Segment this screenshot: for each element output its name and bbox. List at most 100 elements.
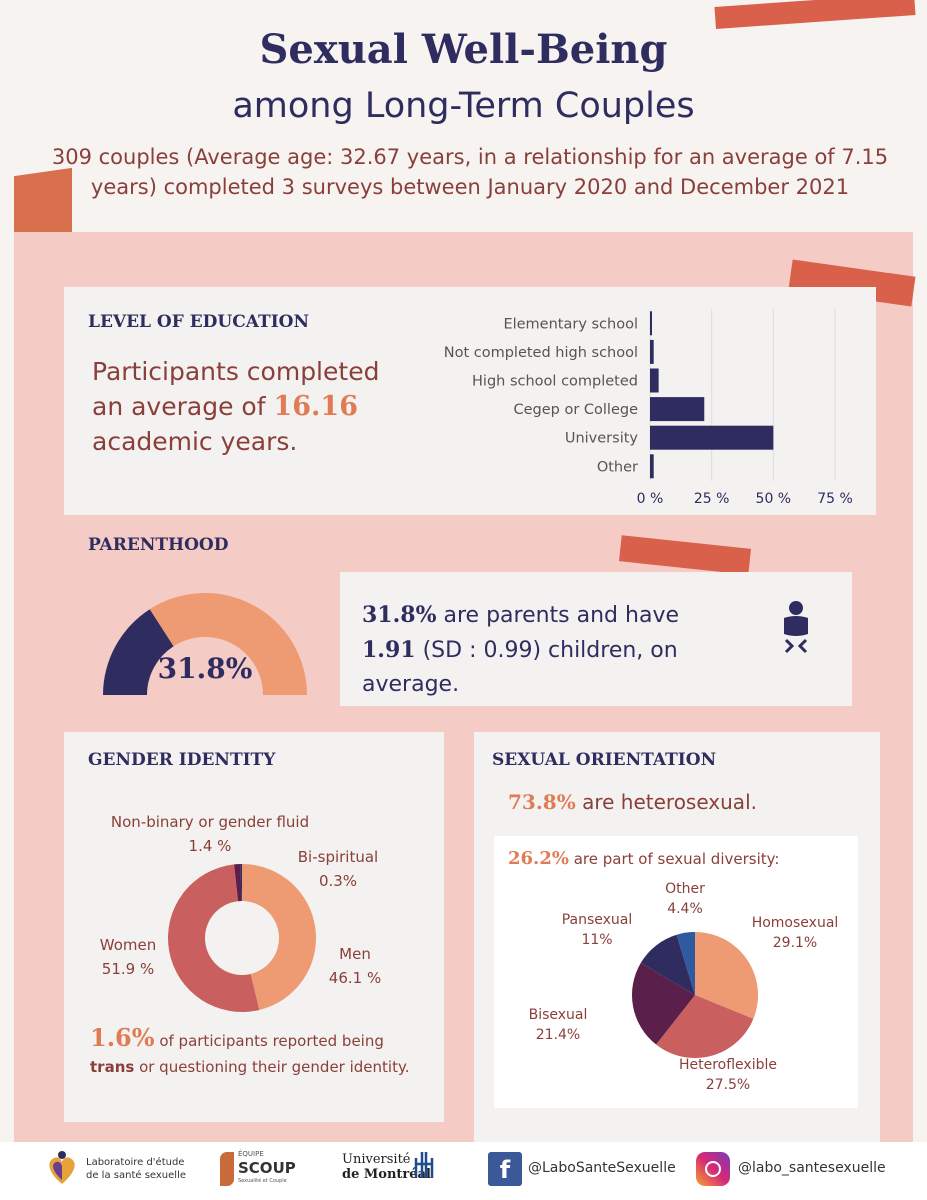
- x-tick-label: 75 %: [817, 491, 853, 507]
- diversity-pct: 26.2%: [508, 848, 569, 869]
- parenthood-card: [340, 572, 852, 706]
- slice-heteroflexible: [656, 995, 754, 1058]
- bi-label: Bisexual 21.4%: [518, 1005, 598, 1045]
- homo-value: 29.1%: [772, 935, 818, 951]
- scoup-mark: [220, 1152, 234, 1186]
- category-label: Other: [597, 459, 638, 475]
- header-description: 309 couples (Average age: 32.67 years, i…: [51, 145, 889, 199]
- header-deco-top-right: [714, 0, 916, 29]
- lab-line2: de la santé sexuelle: [86, 1170, 186, 1181]
- page-title: Sexual Well-Being: [259, 26, 668, 73]
- slice-bisexual: [632, 962, 695, 1045]
- parenthood-heading: PARENTHOOD: [88, 535, 229, 555]
- nonbinary-name: Non-binary or gender fluid: [110, 813, 310, 831]
- trans-text: 1.6% of participants reported being tran…: [90, 1025, 410, 1080]
- lab-name: Laboratoire d'étude de la santé sexuelle: [86, 1156, 186, 1182]
- children-avg: 1.91: [362, 637, 416, 663]
- trans-pct: 1.6%: [90, 1023, 155, 1052]
- education-card: [64, 287, 876, 515]
- udem-line2: de Montréal: [342, 1167, 431, 1182]
- pan-value: 11%: [581, 932, 613, 948]
- facebook-handle[interactable]: @LaboSanteSexuelle: [528, 1160, 676, 1176]
- lab-line1: Laboratoire d'étude: [86, 1157, 185, 1168]
- scoup-sub: Sexualité et Couple: [238, 1178, 287, 1184]
- men-label: Men 46.1 %: [320, 942, 390, 990]
- hetero-pct: 73.8%: [508, 790, 576, 814]
- bar: [650, 339, 654, 364]
- homo-label: Homosexual 29.1%: [740, 913, 850, 953]
- bispiritual-value: 0.3%: [318, 872, 358, 890]
- pan-label: Pansexual 11%: [552, 910, 642, 950]
- other-label: Other 4.4%: [650, 879, 720, 919]
- orientation-pie-chart: [632, 932, 758, 1058]
- slice-men: [242, 864, 316, 1010]
- category-label: Not completed high school: [444, 345, 638, 361]
- parents-text2: (SD : 0.99) children, on average.: [362, 638, 678, 697]
- heteroflex-name: Heteroflexible: [678, 1057, 777, 1073]
- gauge-rest-arc: [149, 593, 307, 695]
- men-name: Men: [339, 945, 371, 963]
- scoup-name: SCOUP: [238, 1159, 296, 1177]
- bi-name: Bisexual: [528, 1007, 588, 1023]
- udem-line1: Université: [342, 1152, 411, 1167]
- category-label: Cegep or College: [513, 402, 638, 418]
- bi-value: 21.4%: [535, 1027, 581, 1043]
- footer: [0, 1142, 927, 1200]
- women-label: Women 51.9 %: [88, 933, 168, 981]
- bispiritual-label: Bi-spiritual 0.3%: [278, 845, 398, 893]
- slice-women: [168, 864, 260, 1012]
- slice-nonbinary: [234, 864, 242, 902]
- instagram-handle[interactable]: @labo_santesexuelle: [738, 1160, 886, 1176]
- instagram-lens: [705, 1161, 721, 1177]
- heteroflex-label: Heteroflexible 27.5%: [668, 1055, 788, 1095]
- x-tick-label: 25 %: [694, 491, 730, 507]
- baby-icon: [784, 601, 808, 654]
- women-value: 51.9 %: [101, 960, 155, 978]
- diversity-text: 26.2% are part of sexual diversity:: [508, 848, 779, 869]
- gender-heading: GENDER IDENTITY: [88, 750, 276, 770]
- gauge-label: 31.8%: [157, 652, 253, 685]
- other-value: 4.4%: [667, 901, 703, 917]
- udem-logo: Université de Montréal: [342, 1152, 431, 1182]
- gauge-parents-arc: [103, 609, 174, 695]
- trans-text1: of participants reported being: [154, 1032, 384, 1050]
- hetero-text: 73.8% are heterosexual.: [508, 790, 757, 814]
- parents-text1: are parents and have: [436, 603, 679, 628]
- other-name: Other: [665, 881, 705, 897]
- education-text-after: academic years.: [92, 427, 298, 456]
- slice-homosexual: [695, 932, 758, 1019]
- homo-name: Homosexual: [751, 915, 839, 931]
- bar: [650, 368, 659, 393]
- bar: [650, 454, 654, 479]
- lab-heart-logo: [49, 1151, 75, 1184]
- parenthood-gauge: [103, 593, 307, 695]
- x-tick-label: 0 %: [637, 491, 664, 507]
- instagram-icon[interactable]: [696, 1152, 730, 1186]
- men-value: 46.1 %: [328, 969, 382, 987]
- bar: [650, 425, 774, 450]
- parents-pct: 31.8%: [362, 602, 437, 628]
- slice-bispiritual: [240, 864, 242, 902]
- trans-bold: trans: [90, 1058, 135, 1076]
- x-tick-label: 50 %: [756, 491, 792, 507]
- page-subtitle: among Long-Term Couples: [232, 86, 695, 126]
- education-bar-chart: 0 % 25 % 50 % 75 % Elementary school Not comp…: [444, 309, 853, 507]
- facebook-icon[interactable]: f: [488, 1152, 522, 1186]
- nonbinary-label: Non-binary or gender fluid 1.4 %: [90, 810, 330, 858]
- education-highlight: 16.16: [273, 391, 358, 422]
- heteroflex-value: 27.5%: [705, 1077, 751, 1093]
- pan-name: Pansexual: [561, 912, 633, 928]
- gender-card: [64, 732, 444, 1122]
- nonbinary-value: 1.4 %: [188, 837, 232, 855]
- trans-text2: or questioning their gender identity.: [134, 1058, 410, 1076]
- category-label: Elementary school: [503, 316, 638, 332]
- education-text-before: Participants completed an average of: [92, 357, 380, 421]
- bispiritual-name: Bi-spiritual: [297, 848, 379, 866]
- education-summary: Participants completed an average of 16.…: [92, 354, 412, 459]
- slice-pansexual: [640, 934, 695, 995]
- bar: [650, 311, 652, 336]
- parenthood-text: 31.8% are parents and have 1.91 (SD : 0.…: [362, 598, 772, 702]
- udem-mark-icon: [414, 1152, 434, 1178]
- orientation-heading: SEXUAL ORIENTATION: [492, 750, 717, 770]
- diversity-label: are part of sexual diversity:: [568, 850, 780, 868]
